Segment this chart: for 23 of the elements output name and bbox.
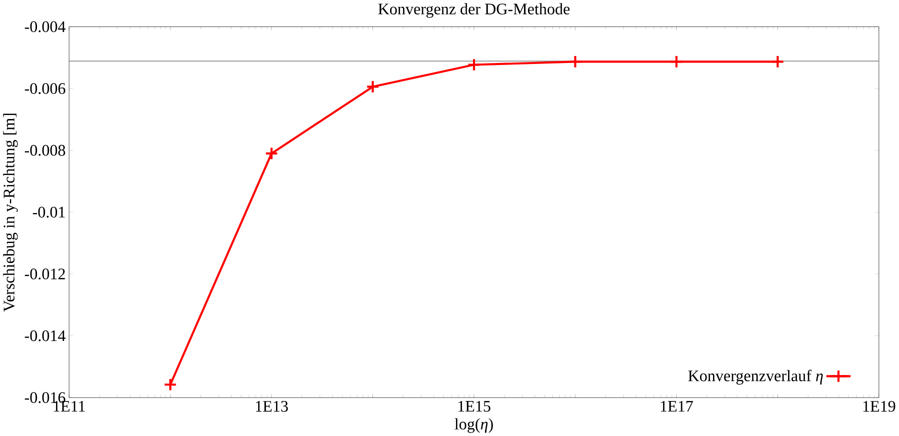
- y-tick-label: -0.012: [24, 268, 65, 280]
- x-tick-label: 1E13: [256, 400, 288, 412]
- x-tick-label: 1E17: [660, 400, 693, 412]
- y-tick-label: -0.01: [32, 206, 65, 218]
- y-tick-label: -0.004: [24, 21, 66, 32]
- point: [670, 54, 684, 68]
- point: [366, 80, 380, 94]
- y-axis-title: Verschiebug in y-Richtung [m]: [3, 114, 18, 312]
- point: [264, 146, 278, 160]
- y-tick-label: -0.008: [24, 144, 66, 156]
- chart-title: Konvergenz der DG-Methode: [378, 3, 570, 18]
- y-tick-label: -0.006: [24, 83, 66, 94]
- legend-label: Konvergenzverlauf η: [688, 370, 823, 385]
- point: [467, 58, 481, 72]
- y-tick-label: -0.014: [24, 330, 66, 342]
- point: [164, 378, 178, 392]
- x-tick-label: 1E11: [54, 400, 85, 412]
- x-axis-title: log(η): [454, 418, 493, 433]
- x-tick-label: 1E15: [458, 400, 490, 412]
- y-tick-label: -0.016: [24, 392, 66, 404]
- point: [770, 54, 784, 68]
- point: [568, 54, 582, 68]
- x-tick-label: 1E19: [863, 400, 896, 412]
